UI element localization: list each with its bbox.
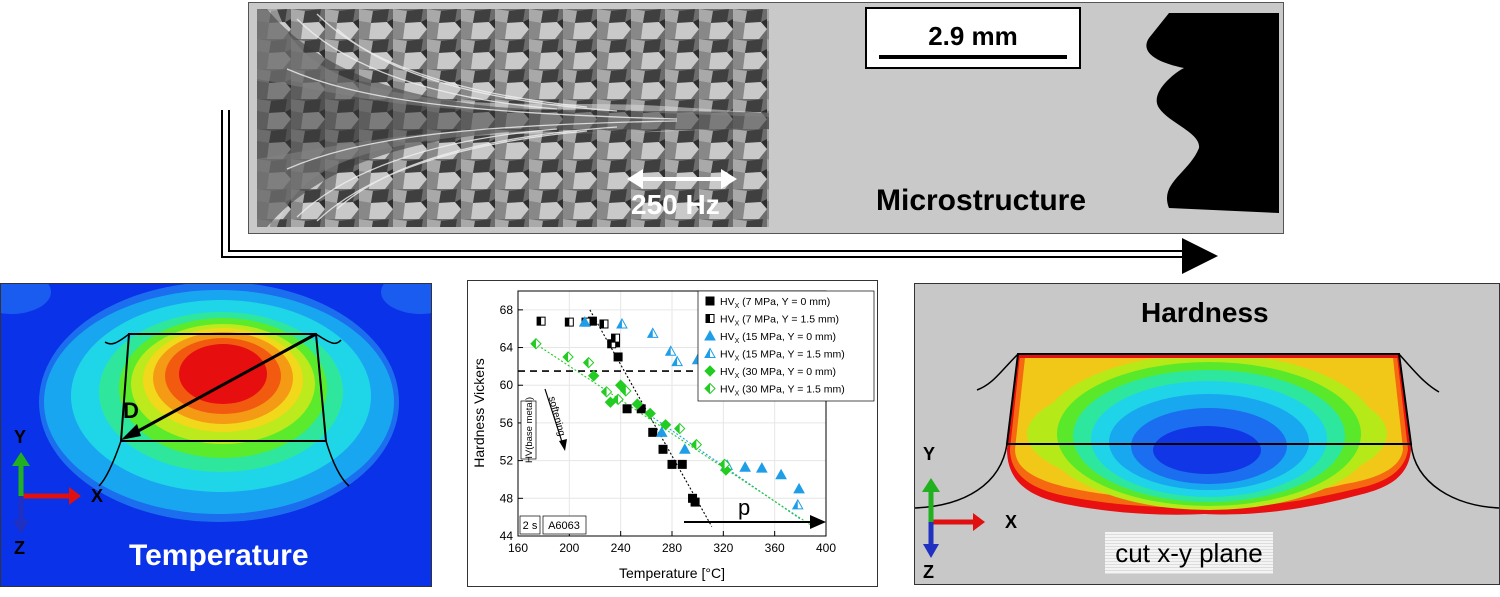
data-point: [613, 352, 623, 362]
data-point: [704, 329, 716, 341]
hard-axis-y-label: Y: [923, 444, 936, 464]
base-metal-label: HV(base metal): [524, 397, 535, 463]
data-point: [718, 458, 731, 471]
temperature-contour: [1, 284, 431, 586]
temp-axis-x-label: X: [91, 486, 104, 506]
legend-label: HVX (7 MPa, Y = 1.5 mm): [720, 314, 839, 328]
y-tick-label: 52: [500, 454, 514, 468]
data-point: [705, 314, 715, 323]
scale-bar: [879, 55, 1067, 59]
diagonal-label: D: [123, 398, 139, 423]
scale-bar-box: 2.9 mm: [865, 7, 1081, 69]
hardness-panel: Y X Z Hardness cut x-y plane: [914, 283, 1500, 585]
data-point: [690, 497, 700, 507]
data-point: [673, 422, 686, 435]
x-tick-label: 200: [559, 541, 579, 555]
time-label: 2 s: [523, 520, 538, 532]
scale-label: 2.9 mm: [928, 21, 1018, 51]
data-point: [704, 365, 716, 377]
data-point: [644, 407, 656, 420]
y-tick-label: 60: [500, 378, 514, 392]
data-point: [704, 382, 716, 395]
data-point: [705, 296, 715, 306]
temperature-title: Temperature: [129, 539, 309, 572]
data-point: [622, 404, 632, 414]
data-point: [648, 427, 658, 437]
data-point: [739, 461, 751, 472]
data-point: [791, 498, 804, 510]
temp-axis-y-label: Y: [14, 427, 27, 447]
legend-label: HVX (30 MPa, Y = 0 mm): [720, 366, 836, 380]
legend-label: HVX (15 MPa, Y = 1.5 mm): [720, 349, 845, 363]
data-point: [704, 347, 716, 358]
microstructure-label: Microstructure: [876, 184, 1087, 217]
x-tick-label: 160: [508, 541, 528, 555]
plane-label: cut x-y plane: [1115, 538, 1263, 568]
data-point: [655, 426, 668, 437]
legend-label: HVX (15 MPa, Y = 0 mm): [720, 331, 836, 345]
plane-box: [1105, 532, 1273, 574]
data-point: [664, 345, 677, 356]
data-point: [614, 379, 627, 391]
data-point: [659, 419, 672, 431]
data-point: [793, 482, 805, 494]
microstructure-panel: 2.9 mm 250 Hz Microstructure: [248, 2, 1284, 234]
data-point: [775, 468, 787, 480]
data-point: [658, 444, 668, 454]
hardness-chart: 160 200 240 280 320 360 400 44 48 52 56 60 64 68 Temp…: [471, 290, 875, 581]
chart-legend: [697, 290, 875, 402]
y-tick-label: 56: [500, 416, 514, 430]
data-point: [677, 459, 687, 469]
data-point: [646, 327, 659, 338]
hardness-title: Hardness: [1141, 297, 1269, 328]
base-metal-label-box: HV(base metal): [520, 397, 537, 463]
hard-axis-z-label: Z: [923, 562, 934, 582]
data-point: [667, 459, 677, 469]
softening-arrow: [544, 388, 564, 446]
hard-axis-x-label: X: [1005, 512, 1018, 532]
alloy-label: A6063: [548, 520, 580, 532]
data-point: [578, 316, 591, 327]
y-tick-label: 44: [500, 529, 514, 543]
data-point: [611, 333, 621, 343]
x-tick-label: 240: [611, 541, 631, 555]
data-point: [588, 370, 600, 382]
data-point: [562, 351, 574, 363]
x-tick-label: 360: [765, 541, 785, 555]
data-point: [755, 462, 768, 473]
pressure-label: p: [738, 495, 750, 520]
data-point: [599, 319, 609, 329]
x-tick-label: 400: [816, 541, 836, 555]
legend-label: HVX (7 MPa, Y = 0 mm): [720, 296, 830, 310]
data-point: [690, 438, 703, 451]
data-point: [631, 398, 644, 410]
temp-axis-z-label: Z: [14, 538, 25, 558]
legend-label: HVX (30 MPa, Y = 1.5 mm): [720, 384, 845, 398]
chart-xlabel: Temperature [°C]: [619, 565, 725, 581]
microstructure-image: [257, 9, 769, 227]
x-tick-label: 280: [662, 541, 682, 555]
hardness-chart-panel: 160 200 240 280 320 360 400 44 48 52 56 60 64 68 Temp…: [467, 280, 878, 587]
y-tick-label: 48: [500, 491, 514, 505]
data-point: [612, 393, 624, 406]
x-tick-label: 320: [713, 541, 733, 555]
data-point: [530, 338, 542, 350]
data-point: [671, 355, 683, 367]
data-point: [678, 443, 691, 454]
data-point: [582, 356, 595, 369]
y-tick-label: 64: [500, 341, 514, 355]
data-point: [564, 317, 574, 327]
chart-ylabel: Hardness Vickers: [471, 358, 487, 467]
crack-shape: [1146, 13, 1279, 213]
data-point: [536, 316, 546, 326]
y-tick-label: 68: [500, 303, 514, 317]
data-point: [616, 317, 628, 329]
data-point: [600, 386, 613, 398]
data-point: [620, 385, 632, 397]
temperature-panel: Y X Z D Temperature: [0, 283, 432, 587]
frequency-label: 250 Hz: [631, 189, 720, 220]
